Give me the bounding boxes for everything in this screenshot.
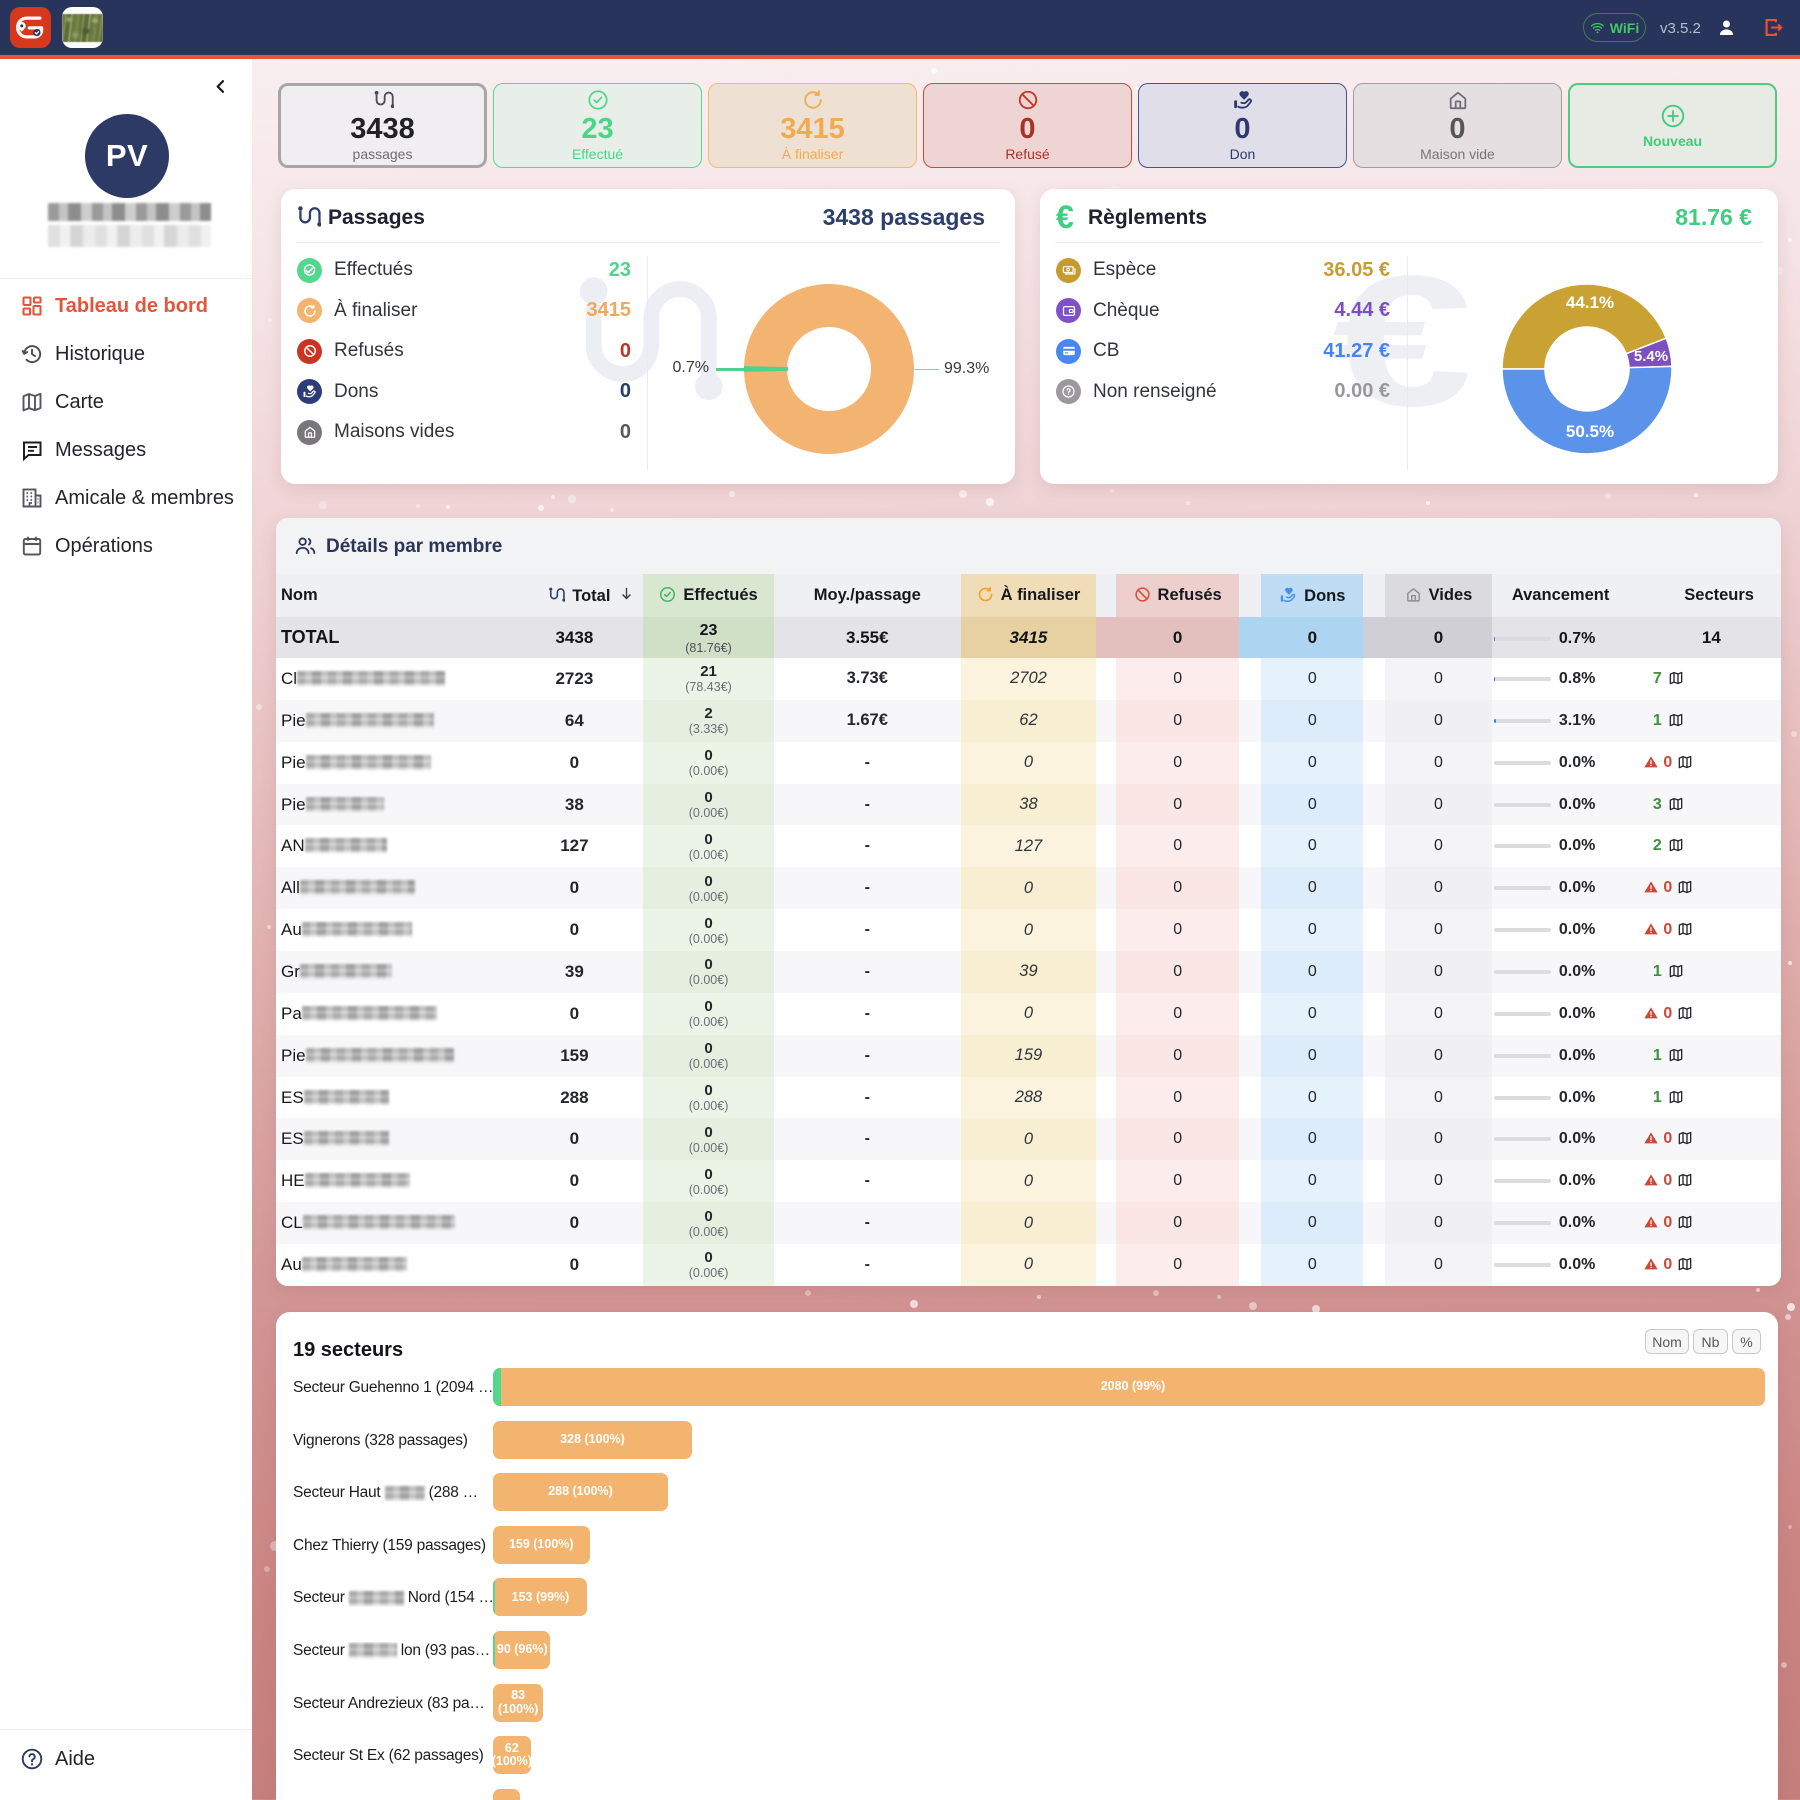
- svg-text:44.1%: 44.1%: [1566, 293, 1614, 312]
- svg-text:50.5%: 50.5%: [1566, 422, 1614, 441]
- svg-text:5.4%: 5.4%: [1634, 348, 1668, 365]
